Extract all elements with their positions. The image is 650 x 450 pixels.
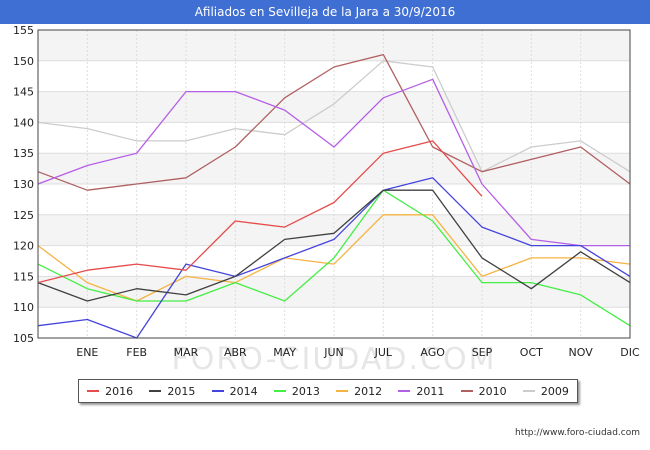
legend-item-2014: 2014 [211,384,258,398]
legend-item-2012: 2012 [336,385,382,398]
legend-label: 2016 [105,384,134,398]
x-tick-label: NOV [569,346,594,359]
legend-item-2009: 2009 [522,384,569,398]
legend-item-2016: 2016 [87,385,133,398]
x-tick-label: MAR [174,346,199,359]
y-tick-label: 150 [13,55,34,68]
x-tick-label: DIC [620,346,640,359]
series-line-2015 [37,189,631,302]
legend-label: 2010 [478,384,507,398]
legend-swatch [398,390,411,392]
y-tick-label: 135 [13,147,34,160]
legend-item-2011: 2011 [398,385,444,398]
x-tick-label: OCT [520,346,543,359]
chart-title: Afiliados en Sevilleja de la Jara a 30/9… [0,0,650,24]
x-tick-label: MAY [273,346,296,359]
line-chart: FORO-CIUDAD.COM 105 110 115 120 125 130 135 140… [13,24,640,374]
legend: 2016 2015 2014 2013 2012 2011 2010 2009 [78,379,578,403]
legend-swatch [87,390,100,392]
y-tick-label: 115 [13,270,34,283]
legend-label: 2014 [229,384,258,398]
y-tick-label: 145 [13,86,34,99]
gridlines [38,29,630,339]
y-axis-ticks: 105 110 115 120 125 130 135 140 145 150 155 [13,24,34,345]
x-tick-label: AGO [420,346,445,359]
source-credit: http://www.foro-ciudad.com [515,428,640,438]
legend-swatch [211,390,224,392]
legend-label: 2009 [540,384,569,398]
legend-swatch [273,390,286,392]
y-tick-label: 110 [13,301,34,314]
x-tick-label: ABR [224,346,247,359]
y-tick-label: 125 [13,209,34,222]
legend-item-2010: 2010 [460,384,507,398]
y-tick-label: 120 [13,240,34,253]
x-tick-label: JUL [374,346,393,359]
legend-label: 2013 [291,384,320,398]
legend-item-2013: 2013 [273,384,320,398]
series-lines [37,53,631,339]
series-line-2010 [37,53,631,191]
y-tick-label: 105 [13,332,34,345]
series-line-2016 [37,140,483,284]
legend-item-2015: 2015 [149,385,195,398]
x-tick-label: SEP [472,346,493,359]
y-tick-label: 155 [13,24,34,37]
legend-label: 2011 [416,384,445,398]
x-tick-label: JUN [323,346,344,359]
y-tick-label: 130 [13,178,34,191]
y-tick-label: 140 [13,116,34,129]
watermark: FORO-CIUDAD.COM [172,342,497,374]
legend-swatch [336,390,349,392]
legend-swatch [522,390,535,392]
x-tick-label: ENE [76,346,98,359]
legend-label: 2012 [354,384,383,398]
series-line-2013 [37,189,631,327]
legend-swatch [149,390,162,392]
series-line-2011 [37,78,630,247]
x-tick-label: FEB [126,346,147,359]
legend-swatch [460,390,473,392]
plot-frame [37,29,631,339]
x-axis-ticks: ENE FEB MAR ABR MAY JUN JUL AGO SEP OCT NOV DIC [76,346,640,359]
series-line-2009 [37,60,631,173]
legend-label: 2015 [167,384,196,398]
